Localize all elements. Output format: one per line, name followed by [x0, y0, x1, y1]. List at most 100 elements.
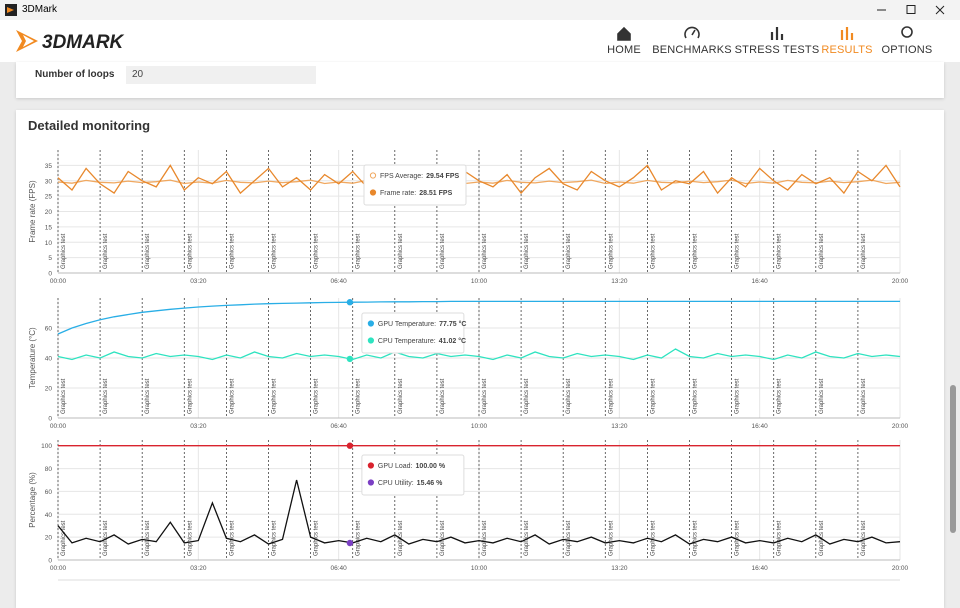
scrollbar-thumb[interactable]	[950, 385, 956, 533]
test-marker-label: Graphics test	[145, 233, 151, 269]
tooltip-text: GPU Load: 100.00 %	[378, 463, 446, 470]
test-marker-label: Graphics test	[650, 378, 656, 414]
y-tick-label: 10	[45, 240, 53, 247]
test-marker-label: Graphics test	[608, 520, 614, 556]
test-marker-label: Graphics test	[272, 378, 278, 414]
y-tick-label: 25	[45, 194, 53, 201]
test-marker-label: Graphics test	[650, 233, 656, 269]
window-controls[interactable]	[868, 0, 960, 20]
tooltip-value: 15.46 %	[417, 480, 443, 487]
tooltip: GPU Load: 100.00 % CPU Utility: 15.46 %	[361, 454, 465, 496]
nav-item[interactable]: RESULTS	[821, 44, 873, 56]
tooltip-label: CPU Utility:	[378, 480, 414, 487]
nav-icon	[901, 26, 913, 38]
nav-item[interactable]: BENCHMARKS	[652, 44, 732, 56]
test-marker-label: Graphics test	[777, 378, 783, 414]
test-marker-label: Graphics test	[693, 520, 699, 556]
test-marker-label: Graphics test	[314, 378, 320, 414]
test-marker-label: Graphics test	[398, 233, 404, 269]
test-marker-label: Graphics test	[187, 520, 193, 556]
tooltip-label: GPU Temperature:	[378, 321, 436, 328]
x-tick-label: 00:00	[50, 565, 67, 572]
tooltip-swatch	[367, 462, 374, 469]
series-line	[57, 300, 900, 335]
tooltip-text: FPS Average: 29.54 FPS	[380, 173, 459, 180]
tooltip-text: Frame rate: 28.51 FPS	[380, 190, 453, 197]
y-tick-label: 0	[48, 558, 52, 565]
test-marker-label: Graphics test	[777, 520, 783, 556]
x-tick-label: 10:00	[471, 278, 488, 285]
tooltip-swatch	[367, 479, 374, 486]
test-marker-label: Graphics test	[314, 520, 320, 556]
x-tick-label: 03:20	[190, 278, 207, 285]
test-marker-label: Graphics test	[314, 233, 320, 269]
test-marker-label: Graphics test	[482, 378, 488, 414]
tooltip-label: Frame rate:	[380, 190, 416, 197]
app-header: 3DMARK HOME BENCHMARKS STRESS TESTS RESULTS…	[0, 20, 960, 62]
y-tick-label: 15	[45, 224, 53, 231]
x-tick-label: 20:00	[892, 423, 909, 430]
test-marker-label: Graphics test	[145, 520, 151, 556]
x-tick-label: 16:40	[752, 278, 769, 285]
test-marker-label: Graphics test	[735, 378, 741, 414]
test-marker-label: Graphics test	[440, 378, 446, 414]
y-tick-label: 80	[45, 466, 53, 473]
nav-item[interactable]: STRESS TESTS	[734, 44, 820, 56]
tooltip-label: FPS Average:	[380, 173, 423, 180]
tooltip-box	[361, 454, 465, 496]
x-tick-label: 10:00	[471, 423, 488, 430]
y-tick-label: 0	[48, 271, 52, 278]
cursor-dot	[346, 442, 354, 449]
y-tick-label: 5	[48, 255, 52, 262]
logo[interactable]: 3DMARK	[14, 26, 164, 56]
tooltip: FPS Average: 29.54 FPS Frame rate: 28.51 FP…	[363, 164, 467, 206]
test-marker-label: Graphics test	[861, 520, 867, 556]
window-title: 3DMark	[22, 4, 58, 15]
test-marker-label: Graphics test	[819, 233, 825, 269]
setting-field[interactable]: 20	[126, 66, 316, 84]
tooltip-value: 28.51 FPS	[419, 190, 452, 197]
nav-icon	[770, 27, 784, 40]
nav-item[interactable]: OPTIONS	[881, 44, 933, 56]
test-marker-label: Graphics test	[482, 520, 488, 556]
cursor-dot	[346, 539, 354, 547]
test-marker-label: Graphics test	[356, 233, 362, 269]
test-marker-label: Graphics test	[229, 233, 235, 269]
test-marker-label: Graphics test	[229, 378, 235, 414]
tooltip-swatch	[369, 172, 377, 179]
test-marker-label: Graphics test	[819, 378, 825, 414]
y-tick-label: 0	[48, 416, 52, 423]
y-tick-label: 35	[45, 163, 53, 170]
y-tick-label: 30	[45, 178, 53, 185]
test-marker-label: Graphics test	[272, 520, 278, 556]
test-marker-label: Graphics test	[272, 233, 278, 269]
test-marker-label: Graphics test	[777, 233, 783, 269]
y-tick-label: 60	[45, 489, 53, 496]
test-marker-label: Graphics test	[861, 233, 867, 269]
y-tick-label: 20	[45, 209, 53, 216]
y-axis-label: Percentage (%)	[28, 472, 37, 528]
test-marker-label: Graphics test	[187, 378, 193, 414]
monitoring-card: Detailed monitoring	[16, 110, 944, 608]
cursor-dot	[346, 355, 354, 363]
x-tick-label: 03:20	[190, 423, 207, 430]
tooltip-text: CPU Utility: 15.46 %	[378, 480, 443, 487]
tooltip-swatch	[367, 320, 374, 327]
cursor-dot	[346, 299, 354, 306]
settings-card: Number of loops 20	[16, 62, 944, 98]
x-tick-label: 03:20	[190, 565, 207, 572]
tooltip-text: CPU Temperature: 41.02 °C	[378, 337, 466, 345]
nav-item[interactable]: HOME	[607, 44, 641, 56]
tooltip-value: 29.54 FPS	[426, 173, 459, 180]
tooltip-box	[361, 312, 465, 354]
x-tick-label: 13:20	[611, 423, 628, 430]
series-line	[57, 348, 901, 361]
test-marker-label: Graphics test	[440, 520, 446, 556]
test-marker-label: Graphics test	[566, 233, 572, 269]
nav-icon	[617, 26, 631, 41]
logo-text: 3DMARK	[42, 32, 125, 53]
test-marker-label: Graphics test	[693, 233, 699, 269]
tooltip-label: GPU Load:	[378, 463, 413, 470]
y-tick-label: 100	[41, 443, 52, 450]
